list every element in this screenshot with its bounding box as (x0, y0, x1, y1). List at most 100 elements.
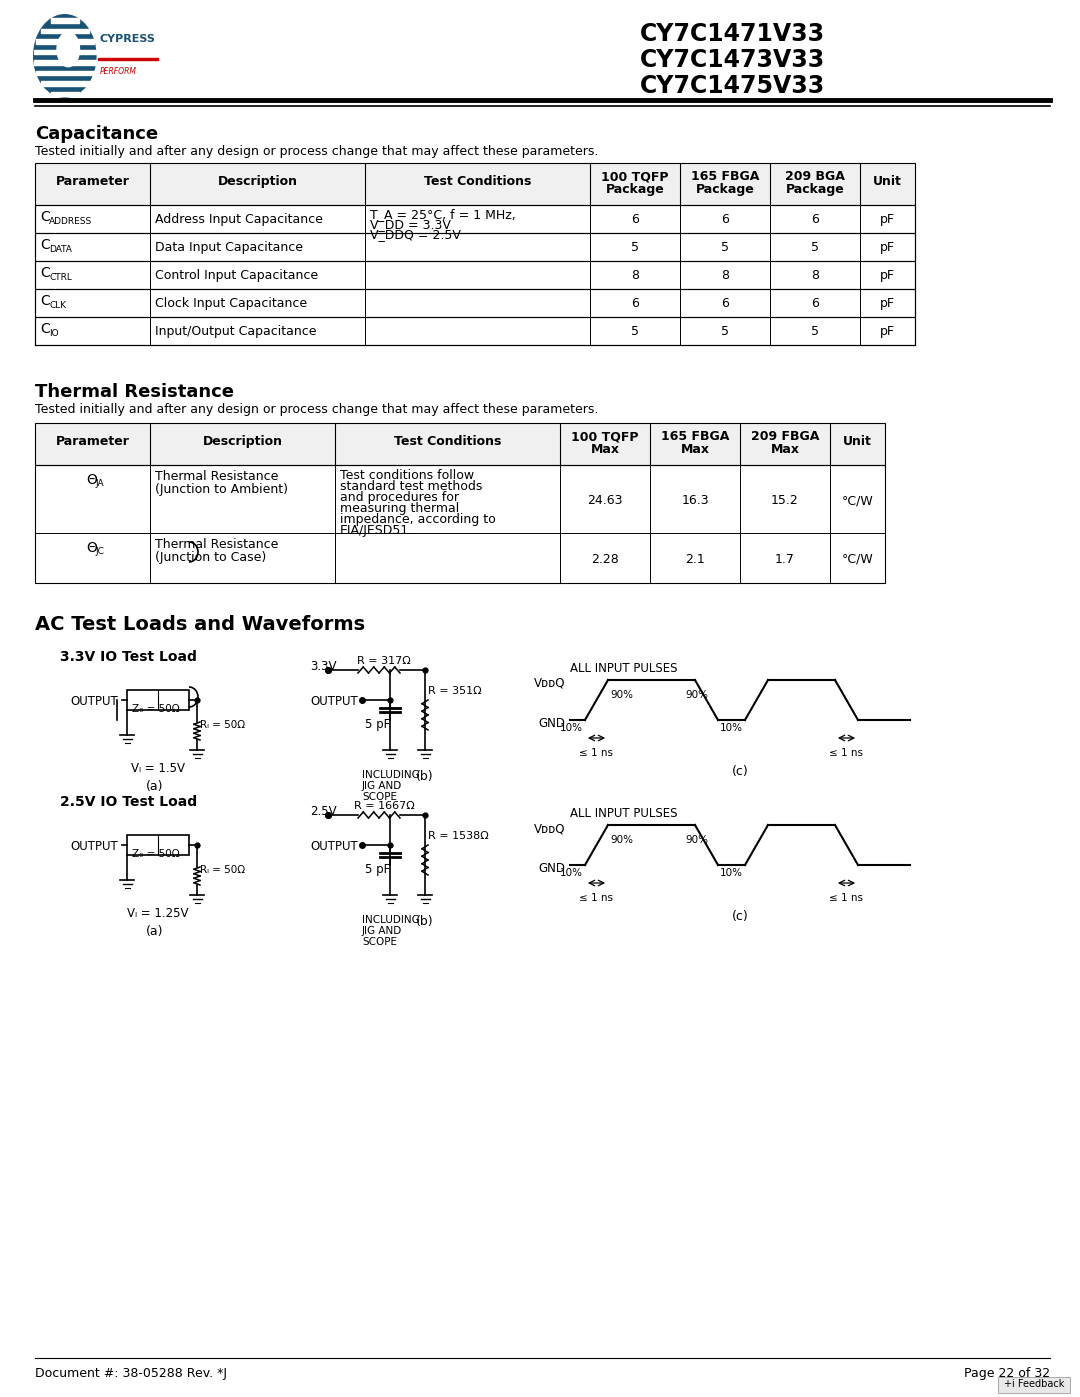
Text: 6: 6 (631, 298, 639, 310)
Text: pF: pF (880, 242, 895, 254)
Text: 15.2: 15.2 (771, 495, 799, 507)
Text: 90%: 90% (610, 835, 633, 845)
Text: 5: 5 (721, 242, 729, 254)
Text: INCLUDING: INCLUDING (362, 915, 420, 925)
Text: 5: 5 (811, 326, 819, 338)
Ellipse shape (33, 15, 96, 96)
Bar (35, 317, 915, 345)
Bar (41, 28, 89, 34)
Text: OUTPUT: OUTPUT (310, 694, 357, 708)
Text: ALL INPUT PULSES: ALL INPUT PULSES (570, 662, 677, 675)
Text: C: C (40, 210, 50, 224)
Bar (33, 60, 96, 64)
Text: 90%: 90% (685, 835, 708, 845)
Text: 209 FBGA: 209 FBGA (751, 430, 820, 443)
Text: Unit: Unit (843, 434, 872, 448)
Text: IO: IO (49, 330, 58, 338)
Bar (998, 1377, 1070, 1393)
Text: GND: GND (538, 862, 565, 875)
Bar (35, 205, 915, 233)
Text: Thermal Resistance: Thermal Resistance (35, 383, 234, 401)
Text: Test conditions follow: Test conditions follow (340, 469, 474, 482)
Text: (a): (a) (146, 780, 164, 793)
Text: 3.3V IO Test Load: 3.3V IO Test Load (60, 650, 197, 664)
Text: 90%: 90% (610, 690, 633, 700)
Bar (36, 39, 94, 43)
Text: Input/Output Capacitance: Input/Output Capacitance (156, 326, 316, 338)
Text: pF: pF (880, 298, 895, 310)
Text: 10%: 10% (720, 868, 743, 877)
Text: 10%: 10% (561, 868, 583, 877)
Text: Vₗ = 1.5V: Vₗ = 1.5V (131, 761, 185, 775)
Text: R = 1667Ω: R = 1667Ω (354, 800, 415, 812)
Text: 6: 6 (721, 298, 729, 310)
Text: +i Feedback: +i Feedback (1003, 1379, 1064, 1389)
Text: Data Input Capacitance: Data Input Capacitance (156, 242, 303, 254)
Text: CY7C1473V33: CY7C1473V33 (640, 47, 825, 73)
Bar (97, 57, 158, 60)
Text: Max: Max (680, 443, 710, 455)
Bar (51, 92, 79, 96)
Text: ≤ 1 ns: ≤ 1 ns (579, 747, 613, 759)
Text: T_A = 25°C, f = 1 MHz,: T_A = 25°C, f = 1 MHz, (370, 208, 516, 221)
Text: Parameter: Parameter (55, 175, 130, 189)
Text: JIG AND: JIG AND (362, 781, 402, 791)
Text: CTRL: CTRL (49, 272, 72, 282)
Text: and procedures for: and procedures for (340, 490, 459, 504)
Text: Max: Max (770, 443, 799, 455)
Text: 100 TQFP: 100 TQFP (571, 430, 638, 443)
Text: JA: JA (95, 479, 104, 488)
Text: Rₗ = 50Ω: Rₗ = 50Ω (200, 865, 245, 875)
Text: 5: 5 (631, 242, 639, 254)
Bar (33, 49, 96, 54)
Text: 1.7: 1.7 (775, 553, 795, 566)
Bar (35, 233, 915, 261)
Text: Vₗ = 1.25V: Vₗ = 1.25V (127, 907, 189, 921)
Text: SCOPE: SCOPE (362, 937, 397, 947)
Text: VᴅᴅQ: VᴅᴅQ (534, 678, 565, 690)
Text: 8: 8 (721, 270, 729, 282)
Text: ADDRESS: ADDRESS (49, 217, 92, 226)
Text: Package: Package (606, 183, 664, 196)
Text: ≤ 1 ns: ≤ 1 ns (829, 747, 863, 759)
Text: °C/W: °C/W (841, 495, 874, 507)
Text: R = 1538Ω: R = 1538Ω (428, 831, 489, 841)
Text: JIG AND: JIG AND (362, 926, 402, 936)
Text: 2.5V IO Test Load: 2.5V IO Test Load (60, 795, 198, 809)
Text: 5: 5 (631, 326, 639, 338)
Text: ALL INPUT PULSES: ALL INPUT PULSES (570, 807, 677, 820)
Text: (Junction to Case): (Junction to Case) (156, 550, 267, 564)
Text: Description: Description (217, 175, 297, 189)
Text: Unit: Unit (873, 175, 902, 189)
Text: Package: Package (696, 183, 754, 196)
Text: 5 pF: 5 pF (365, 863, 390, 876)
Text: OUTPUT: OUTPUT (70, 694, 118, 708)
Text: 209 BGA: 209 BGA (785, 170, 845, 183)
Text: 3.3V: 3.3V (310, 659, 337, 673)
Text: pF: pF (880, 326, 895, 338)
Text: 90%: 90% (685, 690, 708, 700)
Text: V_DD = 3.3V: V_DD = 3.3V (370, 218, 450, 231)
Text: pF: pF (880, 270, 895, 282)
Text: (c): (c) (731, 909, 748, 923)
Text: Tested initially and after any design or process change that may affect these pa: Tested initially and after any design or… (35, 145, 598, 158)
Text: Rₗ = 50Ω: Rₗ = 50Ω (200, 719, 245, 731)
Text: measuring thermal: measuring thermal (340, 502, 459, 515)
Text: 165 FBGA: 165 FBGA (661, 430, 729, 443)
Text: Tested initially and after any design or process change that may affect these pa: Tested initially and after any design or… (35, 402, 598, 416)
Text: Document #: 38-05288 Rev. *J: Document #: 38-05288 Rev. *J (35, 1368, 227, 1380)
Text: 6: 6 (631, 212, 639, 226)
Text: 8: 8 (811, 270, 819, 282)
Text: 16.3: 16.3 (681, 495, 708, 507)
Text: Package: Package (785, 183, 845, 196)
Text: Description: Description (203, 434, 283, 448)
Bar (35, 163, 915, 205)
Text: Address Input Capacitance: Address Input Capacitance (156, 212, 323, 226)
Text: EIA/JESD51.: EIA/JESD51. (340, 524, 414, 536)
Bar (35, 261, 915, 289)
Bar (36, 71, 94, 75)
Text: pF: pF (880, 212, 895, 226)
Text: C: C (40, 321, 50, 337)
Text: C: C (40, 265, 50, 279)
Text: Clock Input Capacitance: Clock Input Capacitance (156, 298, 307, 310)
